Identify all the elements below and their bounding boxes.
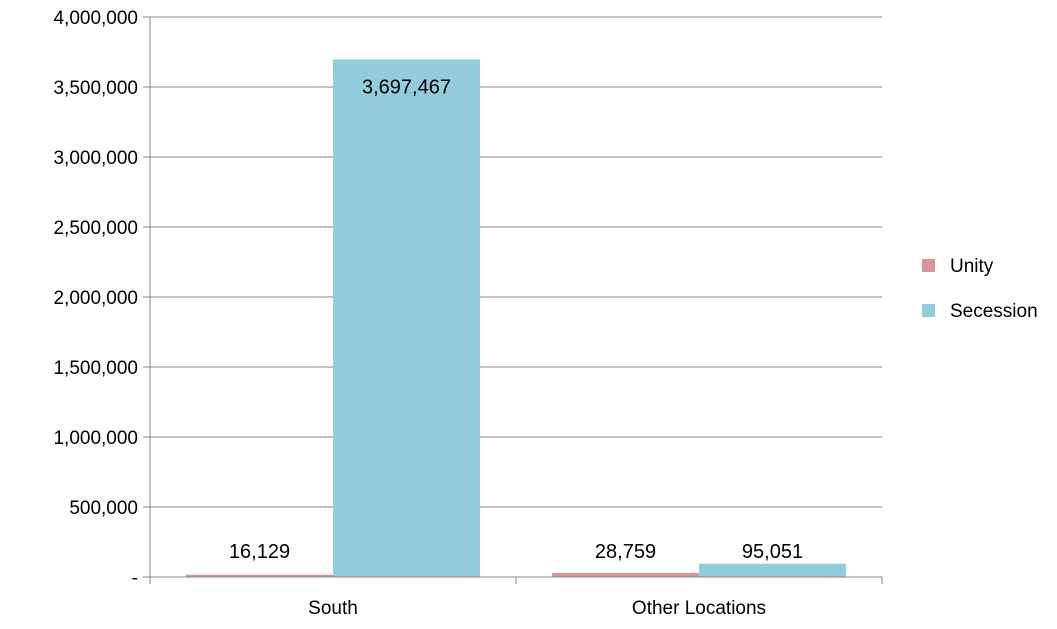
- y-tick-label: 500,000: [69, 498, 138, 519]
- x-category-label: South: [308, 598, 358, 619]
- legend-swatch: [922, 304, 935, 317]
- bar: [552, 572, 699, 577]
- bars: [186, 59, 846, 578]
- legend: Unity Secession: [922, 256, 1038, 322]
- y-tick-label: -: [132, 568, 138, 589]
- bar: [333, 59, 480, 578]
- y-tick-label: 3,000,000: [53, 148, 138, 169]
- gridlines: [150, 16, 882, 508]
- y-tick-label: 3,500,000: [53, 78, 138, 99]
- y-tick-label: 1,000,000: [53, 428, 138, 449]
- axes: - 500,000 1,000,000 1,500,000 2,000,000 2,500…: [53, 8, 883, 619]
- bar: [186, 574, 333, 577]
- bar-data-label: 95,051: [742, 541, 803, 563]
- legend-swatch: [922, 259, 935, 272]
- y-tick-label: 2,500,000: [53, 218, 138, 239]
- data-labels: 16,129 3,697,467 28,759 95,051: [229, 76, 803, 563]
- legend-label: Secession: [950, 301, 1038, 322]
- bar-data-label: 16,129: [229, 541, 290, 563]
- bar: [699, 563, 846, 577]
- y-tick-label: 1,500,000: [53, 358, 138, 379]
- x-category-label: Other Locations: [632, 598, 766, 619]
- y-tick-label: 2,000,000: [53, 288, 138, 309]
- bar-data-label: 28,759: [595, 541, 656, 563]
- y-tick-label: 4,000,000: [53, 8, 138, 29]
- legend-label: Unity: [950, 256, 994, 277]
- bar-data-label: 3,697,467: [362, 76, 451, 98]
